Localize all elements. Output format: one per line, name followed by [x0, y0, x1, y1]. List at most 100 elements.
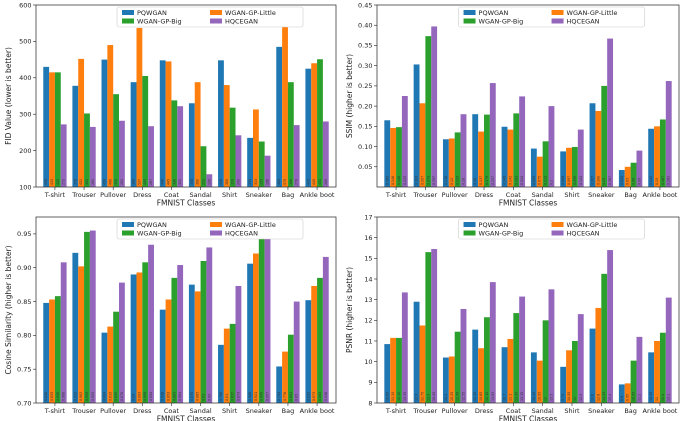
bar-value-label: 0.955: [91, 392, 95, 401]
bar-wgan-gp-little-t-shirt: [390, 127, 397, 187]
bar-hqcegan-bag: [636, 336, 643, 403]
bar-value-label: 242: [236, 179, 240, 185]
bar-value-label: 0.15: [655, 178, 659, 185]
bar-hqcegan-sneaker: [264, 229, 271, 403]
plot-frame: [376, 216, 680, 404]
bar-value-label: 0.097: [567, 176, 571, 185]
bar-value-label: 11.6: [591, 394, 595, 401]
bar-wgan-gp-big-ankle-boot: [317, 277, 323, 403]
bar-pqwgan-bag: [276, 46, 283, 187]
bar-wgan-gp-little-pullover: [448, 356, 455, 403]
bar-pqwgan-trouser: [72, 85, 79, 187]
bar-value-label: 0.875: [190, 392, 194, 401]
bar-pqwgan-t-shirt: [43, 302, 50, 403]
bar-wgan-gp-little-shirt: [223, 85, 230, 187]
bar-value-label: 302: [85, 179, 89, 185]
bar-pqwgan-shirt: [560, 151, 567, 187]
bar-value-label: 9.75: [561, 394, 565, 401]
bar-hqcegan-trouser: [89, 230, 96, 403]
bar-value-label: 0.953: [85, 392, 89, 401]
bar-wgan-gp-big-shirt: [229, 107, 236, 187]
bar-value-label: 282: [120, 179, 124, 185]
bar-pqwgan-shirt: [218, 60, 224, 187]
bar-hqcegan-sandal: [206, 247, 213, 403]
y-tick-label: 400: [19, 74, 31, 82]
bar-value-label: 10.05: [632, 392, 636, 401]
bar-value-label: 388: [132, 179, 136, 185]
x-tick-label: T-shirt: [44, 407, 66, 415]
bar-wgan-gp-big-shirt: [571, 146, 578, 187]
bar-pqwgan-pullover: [101, 332, 108, 403]
bar-wgan-gp-big-pullover: [113, 94, 120, 187]
bar-value-label: 0.873: [312, 392, 316, 401]
x-tick-label: Sandal: [189, 191, 211, 199]
bar-hqcegan-trouser: [89, 126, 96, 187]
bar-value-label: 12.15: [485, 392, 489, 401]
bar-value-label: 445: [167, 179, 171, 185]
legend: PQWGAN WGAN-GP-Little WGAN-GP-Big HQCEGAN: [116, 6, 304, 28]
bar-wgan-gp-little-sandal: [194, 82, 201, 187]
bar-value-label: 135: [207, 179, 211, 185]
bar-value-label: 10.65: [479, 392, 483, 401]
y-tick-label: 0.15: [358, 123, 372, 131]
x-tick-label: Dress: [475, 191, 494, 199]
x-tick-label: Pullover: [442, 191, 468, 199]
bar-wgan-gp-little-ankle-boot: [311, 285, 318, 403]
bar-value-label: 0.852: [306, 392, 310, 401]
x-tick-label: Trouser: [413, 407, 438, 415]
x-tick-label: Sneaker: [246, 407, 273, 415]
bar-hqcegan-shirt: [235, 285, 242, 403]
x-axis-label: FMNIST Classes: [157, 415, 216, 421]
bar-wgan-gp-little-sandal: [536, 156, 543, 187]
bar-value-label: 12.55: [462, 392, 466, 401]
bar-value-label: 425: [306, 179, 310, 185]
y-tick-label: 8: [368, 399, 372, 407]
bar-pqwgan-ankle-boot: [305, 300, 312, 403]
bar-value-label: 212: [201, 179, 205, 185]
legend-label: WGAN-GP-Big: [479, 229, 524, 237]
bar-value-label: 388: [289, 179, 293, 185]
bar-value-label: 8.9: [620, 396, 624, 401]
bar-wgan-gp-little-shirt: [223, 328, 230, 403]
bar-value-label: 322: [178, 179, 182, 185]
bar-wgan-gp-big-sandal: [200, 146, 207, 187]
x-tick-label: Bag: [282, 407, 295, 415]
bar-pqwgan-t-shirt: [43, 66, 50, 187]
x-tick-label: Shirt: [222, 407, 238, 415]
bar-wgan-gp-big-sandal: [542, 141, 549, 187]
bar-value-label: 0.885: [172, 392, 176, 401]
bar-pqwgan-coat: [159, 309, 166, 403]
legend: PQWGAN WGAN-GP-Little WGAN-GP-Big HQCEGAN: [458, 6, 645, 28]
bar-value-label: 0.142: [508, 176, 512, 185]
x-tick-label: Pullover: [100, 407, 126, 415]
bar-value-label: 13.1: [667, 394, 671, 401]
bar-value-label: 0.303: [415, 176, 419, 185]
y-tick-label: 0.25: [358, 82, 372, 90]
legend-label: WGAN-GP-Little: [567, 221, 618, 229]
bar-wgan-gp-big-pullover: [454, 331, 461, 403]
legend: PQWGAN WGAN-GP-Little WGAN-GP-Big HQCEGAN: [458, 218, 645, 240]
bar-value-label: 13.15: [520, 392, 524, 401]
y-tick-label: 200: [19, 147, 31, 155]
bar-wgan-gp-big-sandal: [200, 260, 207, 403]
legend-label: WGAN-GP-Little: [225, 221, 276, 229]
x-tick-label: Coat: [164, 191, 179, 199]
bar-value-label: 440: [312, 179, 316, 185]
legend-swatch: [463, 10, 476, 15]
x-tick-label: Coat: [506, 407, 521, 415]
bar-value-label: 0.207: [420, 176, 424, 185]
legend-swatch: [122, 18, 134, 24]
bar-value-label: 11: [573, 397, 577, 401]
bar-value-label: 11.75: [420, 392, 424, 401]
bar-value-label: 0.207: [591, 176, 595, 185]
y-tick-label: 500: [19, 38, 31, 46]
bar-value-label: 0.09: [637, 178, 641, 185]
bar-hqcegan-pullover: [460, 114, 467, 187]
x-tick-label: Ankle boot: [643, 407, 678, 415]
bar-wgan-gp-big-trouser: [84, 231, 90, 403]
bar-value-label: 0.367: [608, 176, 612, 185]
plot-frame: [376, 4, 680, 188]
bar-wgan-gp-big-pullover: [113, 311, 120, 403]
legend-swatch: [210, 10, 222, 15]
y-tick-label: 17: [364, 213, 372, 221]
